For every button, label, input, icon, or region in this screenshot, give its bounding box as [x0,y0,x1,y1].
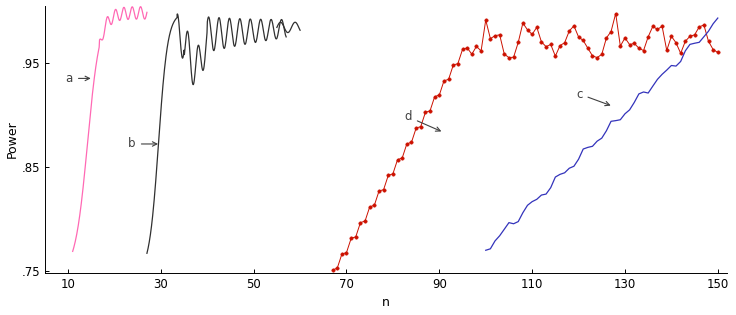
Text: a: a [66,72,90,85]
Y-axis label: Power: Power [6,120,18,158]
Text: c: c [576,88,609,106]
Text: d: d [405,111,440,131]
X-axis label: n: n [382,296,390,309]
Text: b: b [128,137,157,151]
